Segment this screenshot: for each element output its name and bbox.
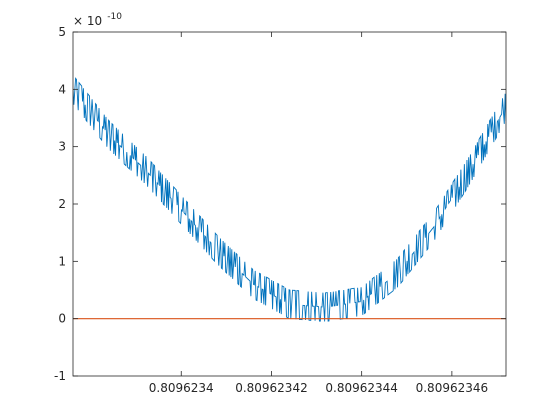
y-tick-label: 2 bbox=[58, 197, 66, 211]
plot-area-background bbox=[73, 32, 506, 376]
x-tick-label: 0.8096234 bbox=[149, 381, 214, 395]
series-layer bbox=[73, 77, 506, 322]
y-tick-label: 0 bbox=[58, 312, 66, 326]
x-tick-label: 0.80962344 bbox=[325, 381, 398, 395]
y-tick-label: -1 bbox=[54, 369, 66, 383]
y-tick-label: 3 bbox=[58, 140, 66, 154]
y-tick-label: 1 bbox=[58, 254, 66, 268]
ticks-layer: 0.8096234 0.80962342 0.80962344 0.80962346 -… bbox=[54, 25, 506, 395]
y-tick-label: 4 bbox=[58, 82, 66, 96]
y-exponent-label: × 10 -10 bbox=[73, 10, 122, 29]
x-tick-label: 0.80962342 bbox=[235, 381, 308, 395]
y-exponent-power: -10 bbox=[107, 12, 122, 22]
series-line-1 bbox=[73, 77, 506, 322]
y-tick-label: 5 bbox=[58, 25, 66, 39]
y-exponent-base: × 10 bbox=[73, 14, 102, 28]
x-tick-label: 0.80962346 bbox=[416, 381, 489, 395]
